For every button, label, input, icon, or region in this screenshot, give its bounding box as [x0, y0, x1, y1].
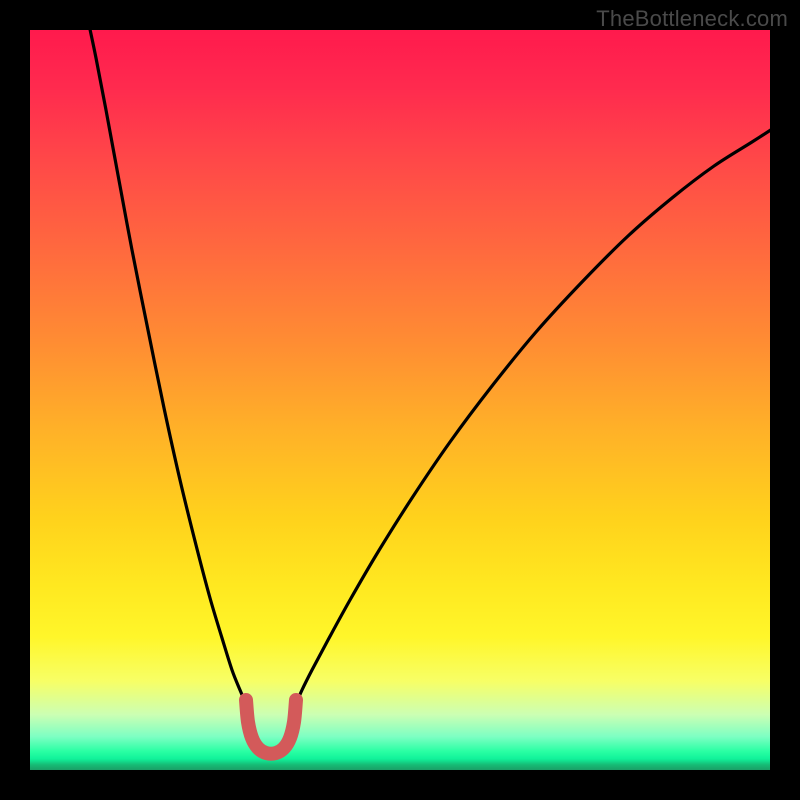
curve-left-branch [88, 30, 246, 704]
chart-frame [30, 30, 770, 770]
curve-right-branch [296, 124, 770, 704]
watermark-text: TheBottleneck.com [596, 6, 788, 32]
u-marker [246, 700, 296, 754]
curve-overlay [30, 30, 770, 770]
